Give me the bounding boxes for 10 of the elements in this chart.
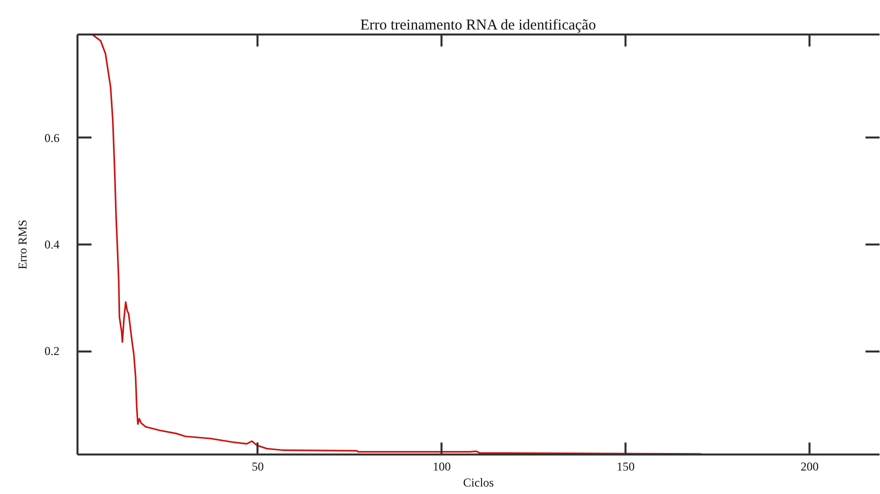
y-tick-label: 0.2	[44, 344, 60, 358]
x-tick-label: 50	[252, 460, 264, 474]
y-tick-label: 0.6	[44, 130, 60, 145]
y-tick-label: 0.4	[44, 238, 60, 252]
x-axis-title: Ciclos	[463, 476, 494, 490]
chart-title: Erro treinamento RNA de identificação	[360, 18, 596, 34]
x-tick-label: 200	[800, 460, 819, 474]
x-tick-label: 150	[616, 460, 635, 474]
x-tick-label: 100	[432, 460, 451, 474]
y-axis-title: Erro RMS	[16, 220, 30, 270]
